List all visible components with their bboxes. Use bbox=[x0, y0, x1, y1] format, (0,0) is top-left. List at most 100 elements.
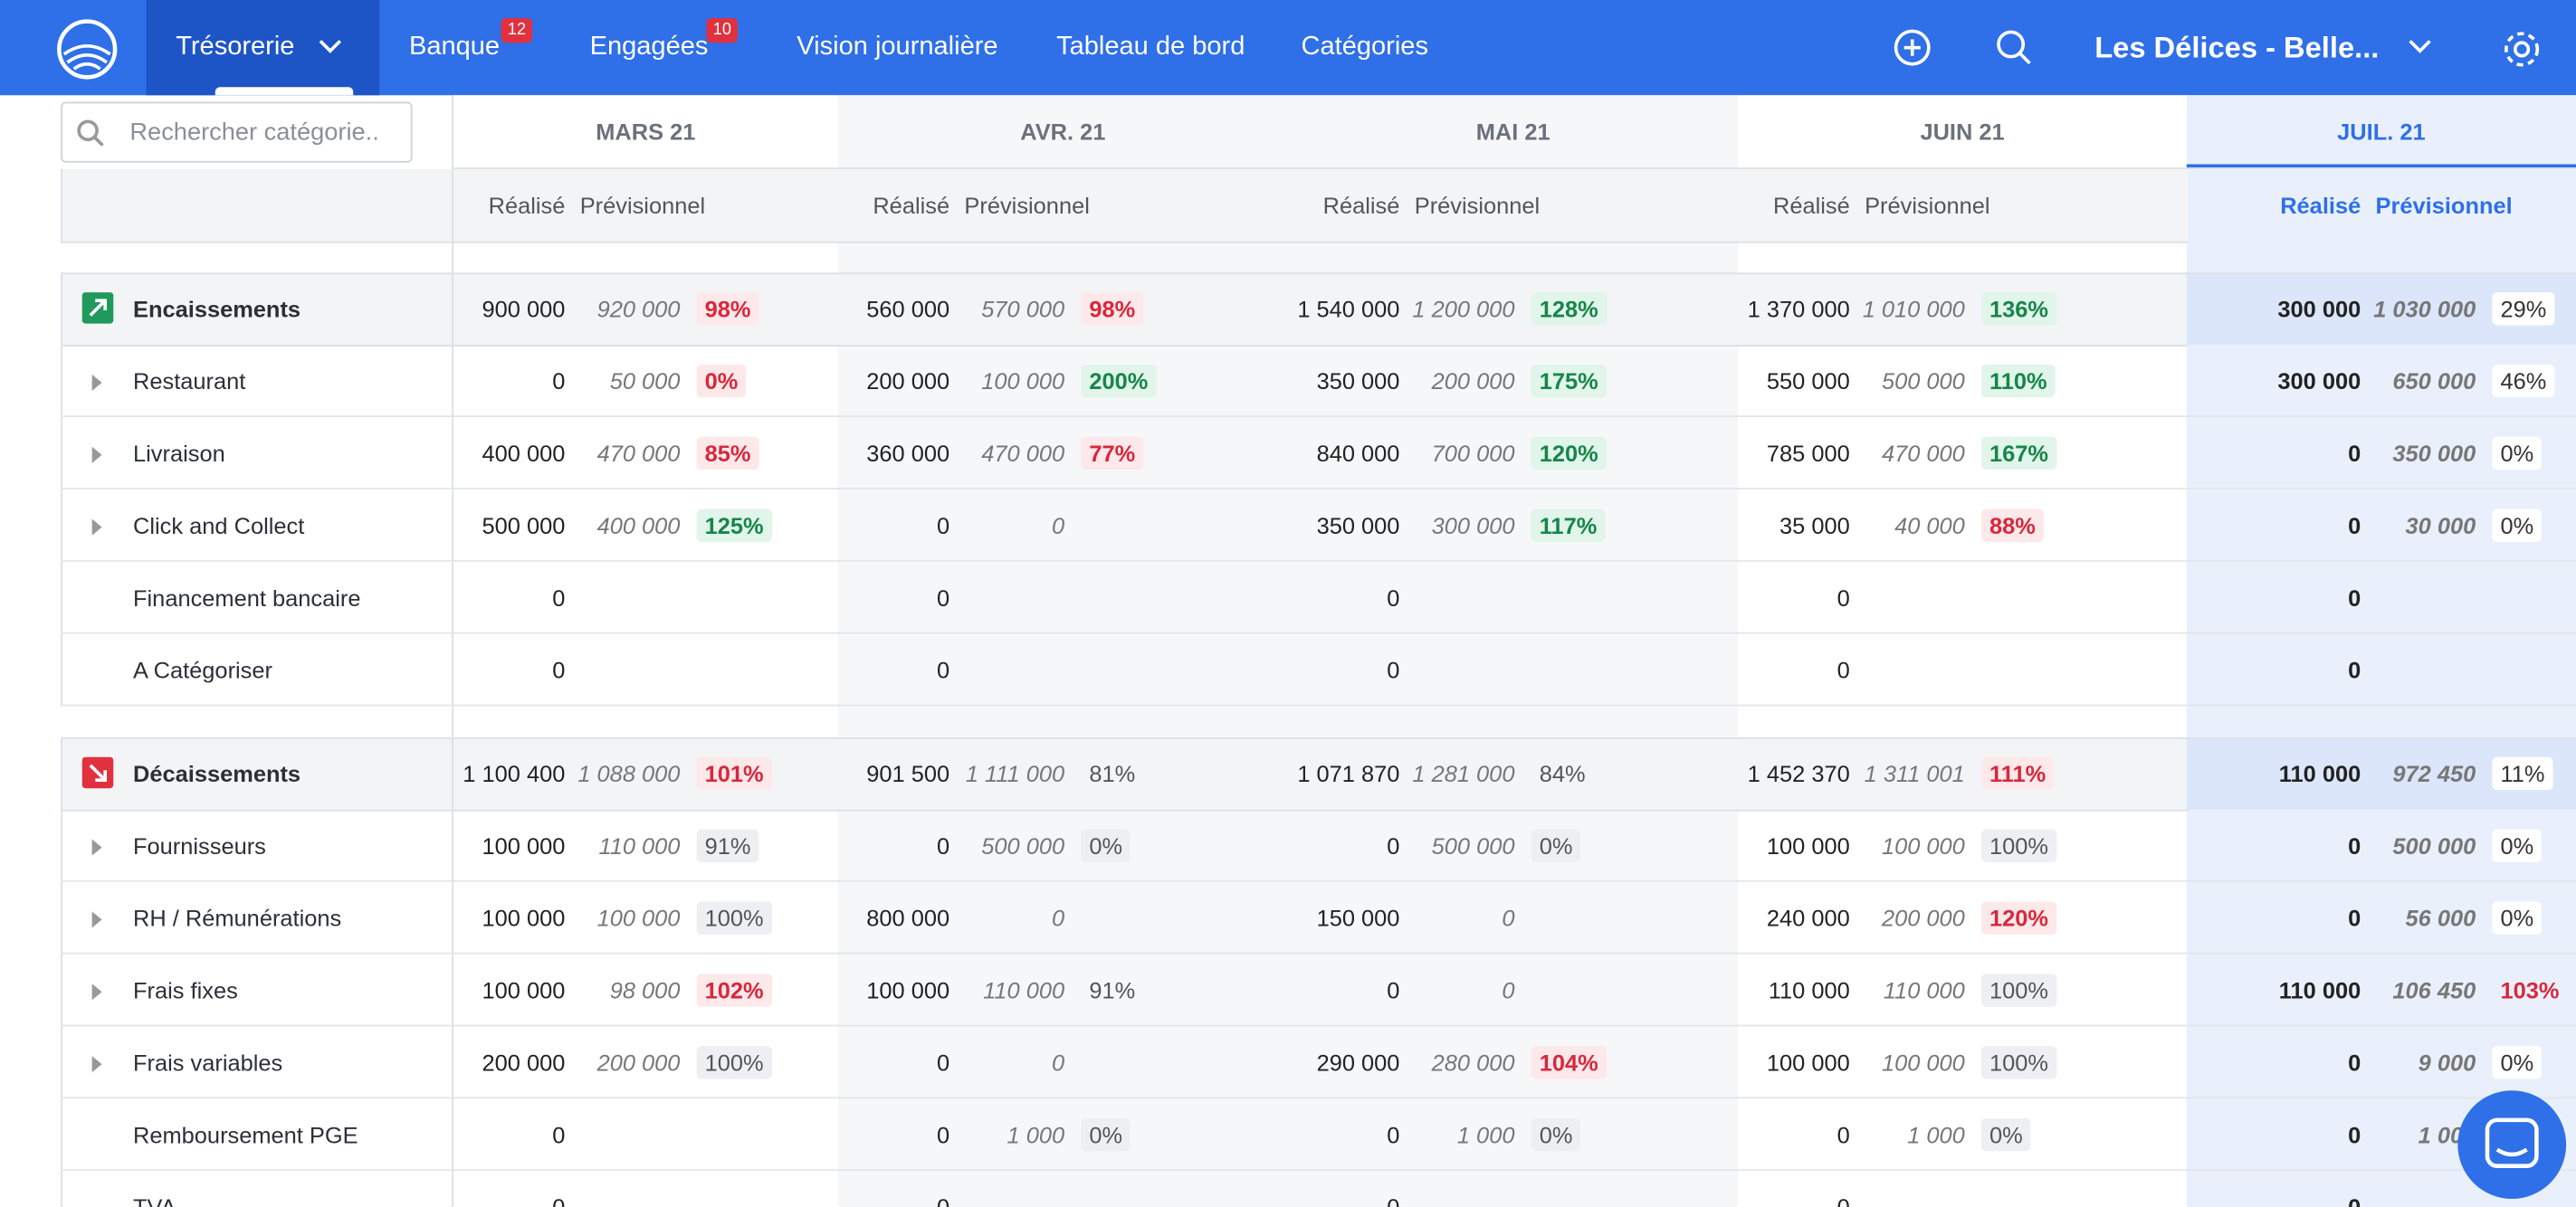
cell-realise: 0 bbox=[2163, 1171, 2361, 1207]
cell-realise: 901 500 bbox=[866, 760, 950, 787]
nav-item[interactable]: Engagées bbox=[589, 33, 709, 62]
row-line bbox=[61, 632, 2576, 634]
cell-percent: 91% bbox=[696, 829, 759, 862]
cell-percent: 103% bbox=[2500, 976, 2560, 1003]
expand-toggle[interactable] bbox=[91, 1052, 104, 1079]
cell-realise: 0 bbox=[1387, 1121, 1400, 1148]
cell-previsionnel: 200 000 bbox=[1881, 905, 1965, 932]
cell-previsionnel: 470 000 bbox=[596, 440, 681, 467]
nav-item[interactable]: Catégories bbox=[1301, 33, 1428, 62]
subheader-realise: Réalisé bbox=[488, 192, 566, 219]
cell-previsionnel: 1 311 001 bbox=[1864, 760, 1965, 787]
cell-percent: 128% bbox=[1531, 292, 1607, 326]
expand-toggle[interactable] bbox=[91, 908, 104, 935]
cell-realise: 0 bbox=[936, 657, 950, 684]
logo[interactable] bbox=[56, 18, 119, 81]
cell-previsionnel: 280 000 bbox=[1431, 1049, 1515, 1076]
cell-realise: 0 bbox=[2348, 440, 2361, 467]
cell-previsionnel: 106 450 bbox=[2392, 976, 2476, 1003]
cell-percent: 29% bbox=[2492, 292, 2555, 326]
nav-item[interactable]: Tableau de bord bbox=[1056, 33, 1245, 62]
cell-percent: 0% bbox=[696, 364, 747, 398]
company-name[interactable]: Les Délices - Belle... bbox=[2094, 31, 2380, 64]
search-box[interactable] bbox=[61, 101, 413, 163]
cell-previsionnel: 200 000 bbox=[596, 1049, 681, 1076]
cell-percent: 110% bbox=[1980, 364, 2056, 398]
cell-realise: 560 000 bbox=[866, 295, 950, 322]
row-line bbox=[61, 1097, 2576, 1099]
cell-previsionnel: 1 281 000 bbox=[1412, 760, 1515, 787]
row-line bbox=[61, 488, 2576, 489]
cell-realise: 0 bbox=[1203, 1171, 1399, 1207]
cell-previsionnel: 0 bbox=[1052, 512, 1065, 539]
nav-item[interactable]: Vision journalière bbox=[797, 33, 998, 62]
row-line bbox=[61, 704, 2576, 707]
cell-percent: 81% bbox=[1089, 760, 1136, 787]
cell-previsionnel: 1 000 bbox=[2418, 1121, 2476, 1148]
top-nav: Trésorerie Banque 12 Engagées 10 Vision journ… bbox=[0, 0, 2576, 96]
cell-realise: 0 bbox=[1387, 832, 1400, 860]
expand-toggle[interactable] bbox=[91, 516, 104, 542]
cell-percent: 100% bbox=[1980, 829, 2057, 862]
cell-previsionnel: 570 000 bbox=[981, 295, 1065, 322]
cell-percent: 88% bbox=[1980, 508, 2044, 542]
subheader-realise: Réalisé bbox=[873, 192, 950, 219]
expand-toggle[interactable] bbox=[91, 836, 104, 862]
row-border bbox=[61, 881, 62, 955]
cell-realise: 0 bbox=[552, 367, 566, 394]
cell-previsionnel: 50 000 bbox=[609, 367, 681, 394]
cell-realise: 840 000 bbox=[1316, 440, 1400, 467]
chat-button[interactable] bbox=[2457, 1090, 2567, 1199]
row-line bbox=[61, 879, 2576, 882]
cell-previsionnel: 1 010 000 bbox=[1862, 295, 1965, 322]
cell-realise: 0 bbox=[936, 584, 950, 612]
month-header: JUIN 21 bbox=[1920, 118, 2005, 145]
row-border bbox=[61, 633, 62, 707]
cell-previsionnel: 500 000 bbox=[2392, 832, 2476, 860]
expand-toggle[interactable] bbox=[91, 981, 104, 1007]
cell-previsionnel: 1 111 000 bbox=[965, 760, 1065, 787]
cell-percent: 0% bbox=[2492, 1046, 2543, 1079]
cell-percent: 167% bbox=[1980, 436, 2057, 470]
cell-percent: 100% bbox=[1980, 1046, 2057, 1079]
subheader-previsionnel: Prévisionnel bbox=[1865, 192, 1990, 219]
search-icon[interactable] bbox=[1994, 28, 2034, 68]
nav-item[interactable]: Banque bbox=[408, 33, 501, 62]
month-header: JUIL. 21 bbox=[2337, 118, 2426, 145]
cell-realise: 0 bbox=[552, 657, 566, 684]
header-line bbox=[453, 167, 2576, 169]
add-icon[interactable] bbox=[1893, 28, 1932, 68]
settings-icon[interactable] bbox=[2501, 28, 2543, 71]
cell-previsionnel: 1 000 bbox=[1456, 1121, 1515, 1148]
tab-caret[interactable] bbox=[317, 36, 343, 59]
active-indicator bbox=[215, 87, 354, 96]
subheader-realise: Réalisé bbox=[1772, 192, 1850, 219]
label-col-line bbox=[452, 272, 453, 346]
row-label: Financement bancaire bbox=[133, 584, 361, 612]
row-border bbox=[61, 561, 62, 634]
cell-realise: 110 000 bbox=[2278, 976, 2361, 1003]
cell-previsionnel: 500 000 bbox=[1431, 832, 1515, 860]
row-label: A Catégoriser bbox=[133, 657, 272, 684]
expand-toggle[interactable] bbox=[91, 443, 104, 470]
cell-realise: 0 bbox=[1837, 657, 1850, 684]
company-caret[interactable] bbox=[2407, 36, 2433, 59]
cell-realise: 785 000 bbox=[1766, 440, 1850, 467]
cell-percent: 125% bbox=[696, 508, 772, 542]
cell-realise: 1 071 870 bbox=[1297, 760, 1400, 787]
cell-realise: 0 bbox=[552, 1121, 566, 1148]
row-label: Click and Collect bbox=[133, 512, 305, 539]
cell-previsionnel: 100 000 bbox=[596, 905, 681, 932]
cell-realise: 0 bbox=[936, 512, 950, 539]
row-label: Restaurant bbox=[133, 367, 246, 394]
nav-item[interactable]: Trésorerie bbox=[176, 33, 295, 62]
cell-realise: 0 bbox=[2348, 1049, 2361, 1076]
row-label: Remboursement PGE bbox=[133, 1121, 358, 1148]
row-line bbox=[61, 952, 2576, 955]
expand-toggle[interactable] bbox=[91, 371, 104, 397]
cell-realise: 100 000 bbox=[1766, 832, 1850, 860]
cell-percent: 0% bbox=[2492, 436, 2543, 470]
cell-realise: 1 540 000 bbox=[1297, 295, 1400, 322]
row-border bbox=[61, 954, 62, 1027]
cell-previsionnel: 500 000 bbox=[1881, 367, 1965, 394]
